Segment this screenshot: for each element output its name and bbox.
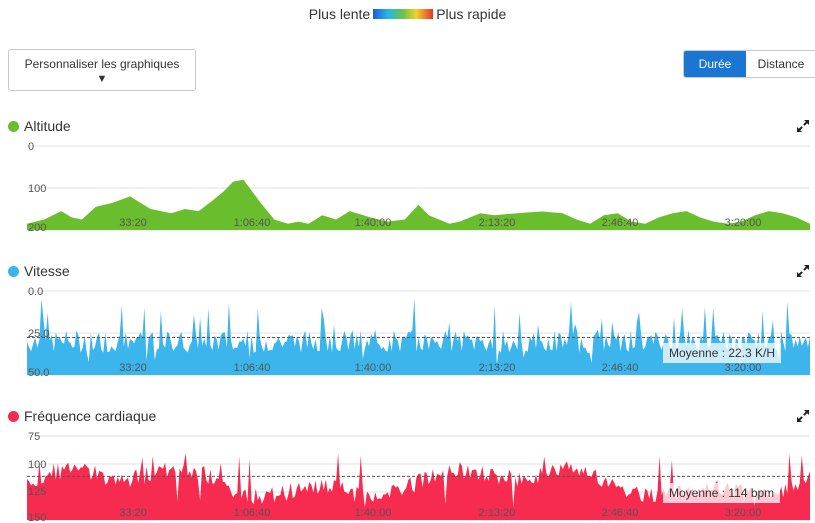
y-tick-label: 100: [28, 183, 46, 195]
y-tick-label: 25.0: [28, 328, 49, 340]
x-tick-label: 1:06:40: [234, 362, 271, 374]
series-area: [27, 298, 810, 375]
altitude-chart: 0 100 200 33:20 1:06:40 1:40:00 2:13:20 2:46:40…: [27, 141, 810, 234]
series-area: [27, 179, 810, 230]
heart-rate-title-text: Fréquence cardiaque: [24, 408, 157, 424]
y-tick-label: 0: [28, 141, 34, 153]
customize-charts-label: Personnaliser les graphiques: [24, 57, 180, 71]
expand-speed-icon[interactable]: [796, 264, 810, 278]
x-tick-label: 2:46:40: [602, 217, 639, 229]
y-tick-label: 200: [28, 222, 46, 234]
heart-rate-average-label: Moyenne : 114 bpm: [663, 483, 781, 503]
x-tick-label: 2:13:20: [479, 507, 516, 519]
x-tick-label: 1:40:00: [355, 507, 392, 519]
x-tick-label: 3:20:00: [725, 217, 762, 229]
x-tick-label: 1:06:40: [234, 507, 271, 519]
series-area: [27, 453, 810, 520]
altitude-title-text: Altitude: [24, 118, 71, 134]
y-tick-label: 150: [28, 512, 46, 523]
y-tick-label: 0.0: [28, 286, 43, 298]
x-tick-label: 3:20:00: [725, 507, 762, 519]
speed-gradient-bar: [373, 9, 434, 20]
expand-heart-rate-icon[interactable]: [796, 409, 810, 423]
altitude-dot-icon: [8, 120, 19, 132]
duration-toggle-button[interactable]: Durée: [684, 51, 746, 77]
y-tick-label: 50.0: [28, 367, 49, 379]
x-tick-label: 33:20: [119, 217, 147, 229]
x-tick-label: 2:46:40: [602, 507, 639, 519]
axis-toggle: Durée Distance: [683, 50, 815, 78]
expand-altitude-icon[interactable]: [796, 119, 810, 133]
dropdown-arrow-icon: ▼: [96, 73, 108, 85]
legend-fast-label: Plus rapide: [436, 6, 507, 22]
x-tick-label: 33:20: [119, 507, 147, 519]
speed-chart: 0.0 25.0 50.0 33:20 1:06:40 1:40:00 2:13:20 2:4…: [27, 286, 810, 379]
y-tick-label: 75: [28, 431, 40, 443]
x-tick-label: 1:40:00: [355, 362, 392, 374]
heart-rate-chart: 75 100 125 150 33:20 1:06:40 1:40:00 2:13:20 2:4…: [27, 431, 810, 523]
distance-toggle-button[interactable]: Distance: [746, 51, 815, 77]
x-tick-label: 2:46:40: [602, 362, 639, 374]
y-tick-label: 100: [28, 459, 46, 471]
speed-title-text: Vitesse: [24, 263, 70, 279]
x-tick-label: 1:40:00: [355, 217, 392, 229]
x-tick-label: 2:13:20: [479, 217, 516, 229]
customize-charts-button[interactable]: Personnaliser les graphiques ▼: [8, 49, 196, 91]
heart-rate-chart-title: Fréquence cardiaque: [8, 408, 156, 424]
speed-dot-icon: [8, 265, 19, 277]
x-tick-label: 2:13:20: [479, 362, 516, 374]
y-tick-label: 125: [28, 486, 46, 498]
x-tick-label: 33:20: [119, 362, 147, 374]
speed-chart-title: Vitesse: [8, 263, 70, 279]
x-tick-label: 3:20:00: [725, 362, 762, 374]
heart-rate-dot-icon: [8, 410, 19, 422]
speed-average-label: Moyenne : 22.3 K/H: [663, 343, 782, 363]
x-tick-label: 1:06:40: [234, 217, 271, 229]
legend-slow-label: Plus lente: [308, 6, 371, 22]
speed-color-legend: Plus lente Plus rapide: [0, 6, 815, 22]
altitude-chart-title: Altitude: [8, 118, 71, 134]
